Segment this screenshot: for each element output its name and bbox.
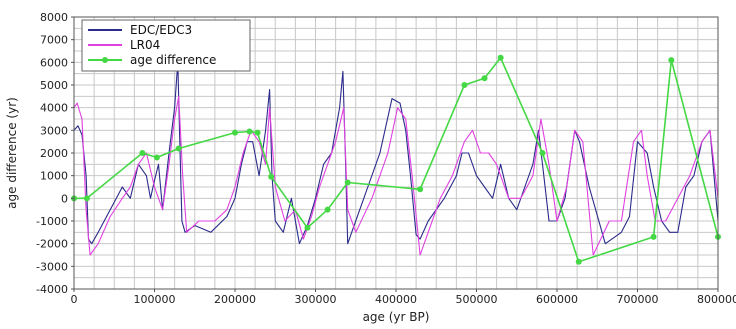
y-tick-label: 1000 [40,170,68,183]
x-tick-label: 500000 [456,293,498,306]
x-tick-label: 800000 [697,293,736,306]
y-tick-label: -2000 [36,238,68,251]
data-point [304,224,311,231]
legend-label: LR04 [130,38,160,52]
data-point [268,173,275,180]
y-axis-title: age difference (yr) [5,97,19,209]
y-tick-label: 2000 [40,147,68,160]
y-tick-label: 5000 [40,79,68,92]
y-tick-label: 8000 [40,11,68,24]
data-point [153,154,160,161]
legend-label: EDC/EDC3 [130,23,192,37]
tick-labels: 0 100000 200000 300000 400000 500000 600000 700… [36,11,736,306]
series-line-0 [73,61,719,245]
data-point [539,150,546,156]
series-layer [71,54,721,265]
data-point [83,195,90,202]
data-point [232,129,238,136]
x-tick-label: 200000 [214,293,256,306]
y-tick-label: -4000 [36,283,68,296]
data-point [650,233,657,240]
legend-label: age difference [130,53,216,67]
data-point [139,150,146,156]
data-point [481,75,488,82]
x-tick-label: 400000 [375,293,417,306]
legend-marker [102,57,108,63]
y-tick-label: -3000 [36,260,68,273]
x-tick-label: 700000 [617,293,659,306]
y-tick-label: 7000 [40,34,68,47]
data-point [575,258,582,265]
y-tick-label: 3000 [40,124,68,137]
data-point [461,82,468,88]
y-tick-label: 0 [61,192,68,205]
data-point [246,128,253,135]
x-tick-label: 600000 [536,293,578,306]
x-tick-label: 300000 [295,293,337,306]
y-tick-label: 6000 [40,56,68,69]
series-line-1 [73,95,719,256]
y-tick-label: -1000 [36,215,68,228]
data-point [254,129,261,136]
data-point [175,145,182,152]
data-point [324,206,331,213]
data-point [417,186,424,193]
x-axis-title: age (yr BP) [363,310,430,324]
data-point [497,54,504,61]
x-tick-label: 0 [71,293,78,306]
y-tick-label: 4000 [40,102,68,115]
x-tick-label: 100000 [134,293,176,306]
data-point [344,179,351,186]
data-point [668,57,675,64]
